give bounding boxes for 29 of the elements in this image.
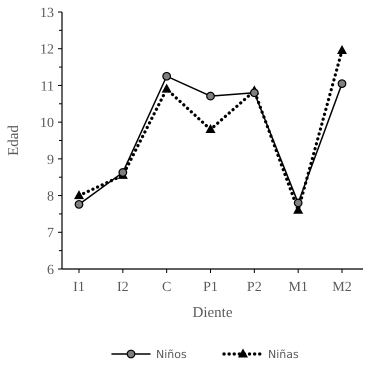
point [74,200,84,209]
x-tick-label: I1 [73,280,85,295]
point [162,84,172,93]
legend-label: Niños [156,348,187,361]
y-tick-label: 13 [40,6,54,21]
point [162,72,172,81]
point [206,124,216,133]
x-tick-label: C [162,280,172,295]
x-tick-label: I2 [116,280,129,295]
y-tick-label: 11 [40,79,54,94]
x-axis-title: Diente [192,305,233,321]
point [337,45,347,54]
y-tick-label: 7 [47,226,54,242]
point [294,198,303,208]
y-tick-label: 12 [40,42,54,58]
y-tick-label: 8 [47,189,54,204]
x-tick-label: M1 [288,280,308,295]
legend-label: Niñas [268,348,299,361]
point [250,88,259,98]
x-tick-label: P1 [203,280,218,295]
y-axis-title: Edad [6,124,22,156]
point [74,190,84,200]
y-tick-label: 6 [47,262,54,278]
y-tick-label: 9 [47,152,54,168]
x-tick-label: M2 [332,280,352,295]
point [338,79,346,88]
y-tick-label: 10 [40,116,54,132]
point [206,92,215,100]
x-tick-label: P2 [246,280,262,295]
